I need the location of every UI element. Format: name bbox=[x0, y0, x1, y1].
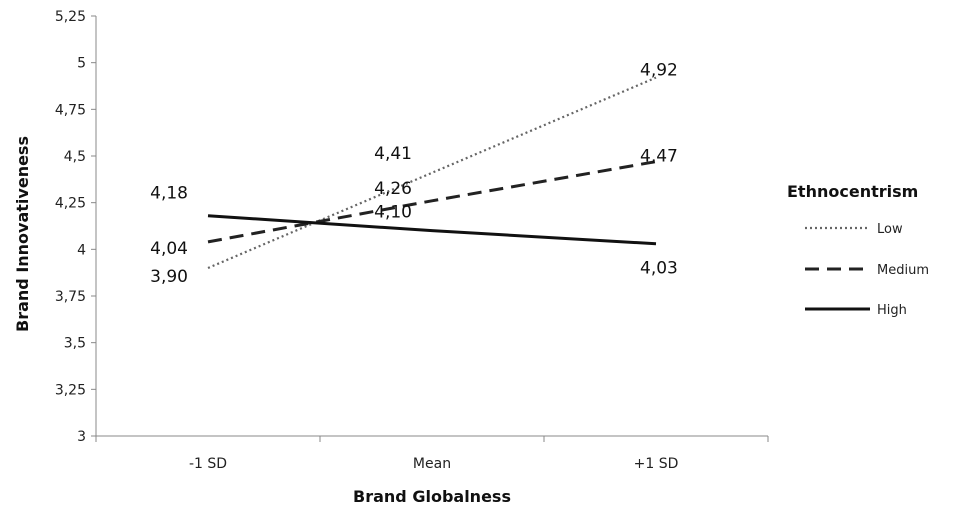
y-axis-title: Brand Innovativeness bbox=[13, 136, 32, 332]
y-tick-label: 4,25 bbox=[55, 196, 86, 212]
y-tick-label: 3,5 bbox=[64, 336, 86, 352]
y-tick-label: 4,5 bbox=[64, 149, 86, 165]
axes bbox=[95, 16, 768, 437]
data-label-high: 4,18 bbox=[150, 184, 188, 204]
y-tick-label: 3 bbox=[77, 429, 86, 445]
data-label-high: 4,10 bbox=[374, 203, 412, 223]
y-tick-label: 5 bbox=[77, 56, 86, 72]
legend-title: Ethnocentrism bbox=[787, 182, 918, 201]
x-axis-ticks: -1 SD Mean +1 SD bbox=[95, 436, 769, 472]
y-tick-label: 3,75 bbox=[55, 289, 86, 305]
data-label-high: 4,03 bbox=[640, 259, 678, 279]
data-label-medium: 4,04 bbox=[150, 239, 188, 259]
y-tick-label: 3,25 bbox=[55, 382, 86, 398]
legend-label-low: Low bbox=[877, 222, 903, 237]
data-label-low: 3,90 bbox=[150, 267, 188, 287]
legend: Ethnocentrism Low Medium High bbox=[787, 182, 929, 318]
data-label-low: 4,92 bbox=[640, 61, 678, 81]
x-tick-label: +1 SD bbox=[634, 456, 679, 472]
series-line-low bbox=[207, 76, 657, 270]
x-axis-title: Brand Globalness bbox=[353, 487, 511, 506]
series-line-medium bbox=[207, 160, 657, 244]
y-axis-ticks: 3 3,25 3,5 3,75 4 4,25 4,5 4,75 5 5,25 bbox=[55, 9, 96, 445]
legend-label-medium: Medium bbox=[877, 263, 929, 278]
legend-label-high: High bbox=[877, 303, 907, 318]
series-lines bbox=[207, 76, 657, 270]
data-label-medium: 4,47 bbox=[640, 147, 678, 167]
y-tick-label: 4 bbox=[77, 242, 86, 258]
y-tick-label: 5,25 bbox=[55, 9, 86, 25]
y-tick-label: 4,75 bbox=[55, 102, 86, 118]
x-tick-label: -1 SD bbox=[189, 456, 227, 472]
data-label-medium: 4,26 bbox=[374, 179, 412, 199]
data-label-low: 4,41 bbox=[374, 144, 412, 164]
data-labels: 3,90 4,41 4,92 4,04 4,26 4,47 4,18 4,10 4,03 bbox=[150, 61, 678, 287]
x-tick-label: Mean bbox=[413, 456, 451, 472]
series-line-high bbox=[207, 214, 657, 246]
